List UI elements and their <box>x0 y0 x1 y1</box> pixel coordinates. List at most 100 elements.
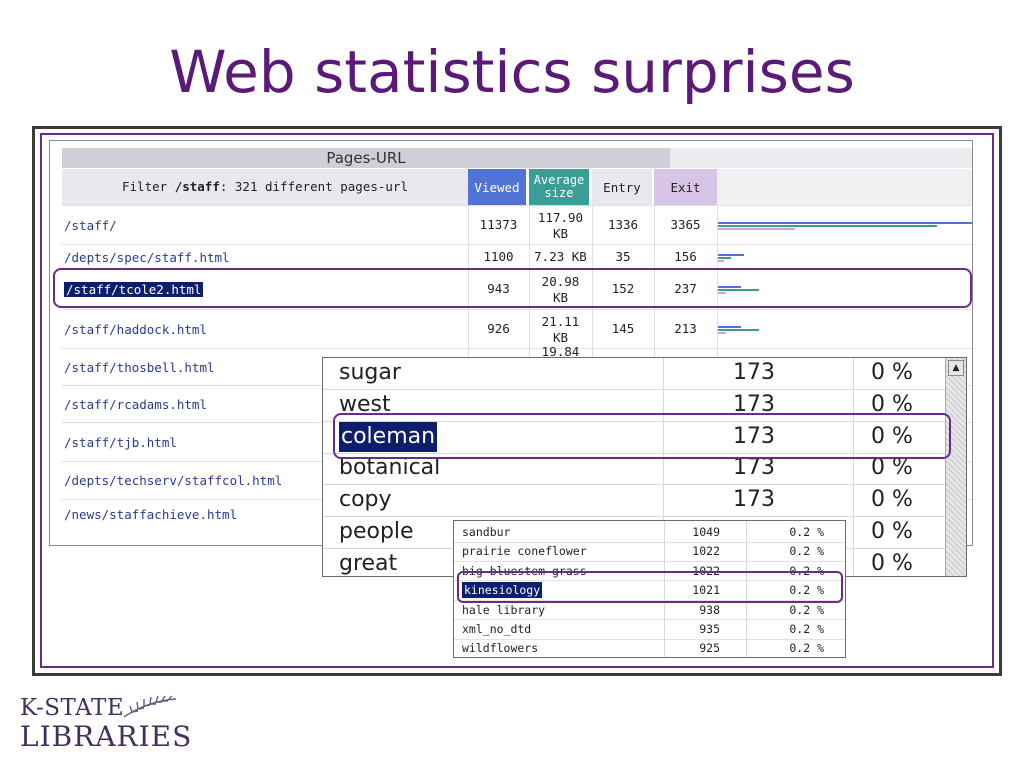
table-divider <box>529 205 530 505</box>
keyword-percent: 0 % <box>871 519 913 544</box>
table-divider <box>853 358 854 576</box>
table-divider <box>468 205 469 505</box>
filter-suffix: : 321 different pages-url <box>219 179 408 194</box>
keyword[interactable]: coleman <box>339 421 438 452</box>
exit-value: 237 <box>674 281 697 296</box>
keywords-large-panel: sugar 173 0 % west 173 0 % coleman 173 0 % botani… <box>322 357 967 577</box>
viewed-bar <box>718 325 741 328</box>
exit-value: 213 <box>674 320 697 336</box>
list-item: prairie coneflower 1022 0.2 % <box>454 542 845 562</box>
entry-value: 152 <box>611 281 635 296</box>
avg-header-line1: Average <box>533 173 585 187</box>
viewed-value: 926 <box>487 320 510 336</box>
list-item: sandbur 1049 0.2 % <box>454 523 845 543</box>
keywords-small-panel: sandbur 1049 0.2 % prairie coneflower 1022 0.… <box>453 520 846 658</box>
exit-bar <box>718 292 726 294</box>
keyword-count: 1021 <box>692 583 720 598</box>
avg-size-bar <box>718 256 731 259</box>
page-url-link[interactable]: /staff/tjb.html <box>64 434 177 450</box>
page-url-link[interactable]: /staff/tcole2.html <box>64 282 204 297</box>
avg-size-value: 21.11 <box>541 313 580 329</box>
column-header-viewed[interactable]: Viewed <box>468 169 526 205</box>
keyword-percent: 0.2 % <box>789 622 824 636</box>
filter-prefix: Filter <box>122 179 175 194</box>
keyword-percent: 0 % <box>871 423 913 449</box>
table-row: /staff/thosbell.html 19.84 <box>62 344 972 385</box>
page-url-link[interactable]: /staff/ <box>64 217 117 233</box>
table-divider <box>664 521 665 657</box>
keyword[interactable]: wildflowers <box>462 641 539 656</box>
viewed-bar <box>718 286 741 288</box>
pages-url-header-blank <box>670 148 972 168</box>
keyword-count: 173 <box>733 391 775 417</box>
table-row: /staff/11373 117.90 KB 1336 3365 <box>62 205 972 244</box>
scroll-up-button[interactable]: ▲ <box>948 360 964 376</box>
keyword-count: 1049 <box>692 525 720 539</box>
keyword-percent: 0 % <box>871 455 913 481</box>
list-item: coleman 173 0 % <box>323 421 945 454</box>
keywords-scrollbar[interactable]: ▲ <box>945 358 966 576</box>
entry-value: 145 <box>611 320 635 336</box>
avg-size-bar <box>718 289 759 291</box>
keyword[interactable]: great <box>339 550 398 576</box>
keyword[interactable]: xml_no_dtd <box>462 622 532 636</box>
list-item: west 173 0 % <box>323 390 945 422</box>
page-url-link[interactable]: /staff/thosbell.html <box>64 359 215 375</box>
keyword-count: 173 <box>733 423 775 449</box>
list-item: big bluestem grass 1022 0.2 % <box>454 562 845 582</box>
keyword-percent: 0.2 % <box>789 525 824 539</box>
page-url-link[interactable]: /news/staffachieve.html <box>64 507 238 522</box>
keyword-percent: 0.2 % <box>789 602 824 617</box>
column-header-entry[interactable]: Entry <box>592 169 652 205</box>
avg-size-unit: KB <box>552 225 569 241</box>
wheat-icon <box>123 695 177 718</box>
table-divider <box>717 205 718 505</box>
keyword-count: 173 <box>733 455 775 481</box>
list-item: botanical 173 0 % <box>323 453 945 486</box>
avg-size-value: 20.98 <box>541 274 580 289</box>
keyword-count: 1022 <box>692 544 720 559</box>
highlight-kinesiology-row <box>457 571 843 603</box>
column-header-average-size[interactable]: Average size <box>529 169 589 205</box>
table-row: /depts/spec/staff.html 1100 7.23 KB 35 156 <box>62 244 972 269</box>
keyword[interactable]: prairie coneflower <box>462 544 587 559</box>
keyword-percent: 0.2 % <box>789 544 824 559</box>
keyword-count: 173 <box>733 487 775 513</box>
keyword[interactable]: people <box>339 519 414 544</box>
list-item: wildflowers 925 0.2 % <box>454 639 845 657</box>
keyword[interactable]: big bluestem grass <box>462 563 587 578</box>
page-url-link[interactable]: /staff/rcadams.html <box>64 396 207 412</box>
logo-line2: LIBRARIES <box>20 720 193 753</box>
pages-url-filter: Filter /staff: 321 different pages-url <box>62 169 468 205</box>
keyword-percent: 0 % <box>871 391 913 417</box>
keyword[interactable]: copy <box>339 487 392 513</box>
keyword[interactable]: west <box>339 391 391 417</box>
viewed-bar <box>718 221 972 224</box>
exit-value: 156 <box>674 248 697 264</box>
logo-line1: K-STATE <box>20 695 125 721</box>
screenshot-frame-inner <box>40 133 994 668</box>
avg-size-bar <box>718 328 759 331</box>
keyword[interactable]: sugar <box>339 360 401 385</box>
viewed-value: 11373 <box>479 216 518 232</box>
avg-header-line2: size <box>544 186 574 200</box>
avg-size-value: 19.84 <box>541 344 580 359</box>
keyword-percent: 0.2 % <box>789 563 824 578</box>
keyword-count: 1022 <box>692 563 720 578</box>
avg-size-unit: KB <box>552 329 569 345</box>
page-url-link[interactable]: /depts/techserv/staffcol.html <box>64 473 283 488</box>
column-header-exit[interactable]: Exit <box>654 169 717 205</box>
table-divider <box>663 358 664 576</box>
keyword[interactable]: sandbur <box>462 525 511 539</box>
keyword-percent: 0.2 % <box>789 641 824 656</box>
table-divider <box>654 205 655 505</box>
keyword[interactable]: botanical <box>339 455 441 481</box>
viewed-value: 1100 <box>483 248 514 264</box>
keyword[interactable]: hale library <box>462 602 546 617</box>
keyword[interactable]: kinesiology <box>462 582 543 599</box>
exit-bar <box>718 227 795 230</box>
kstate-libraries-logo: K-STATE LIBRARIES <box>20 695 193 753</box>
avg-size-value: 7.23 KB <box>534 248 587 264</box>
page-url-link[interactable]: /depts/spec/staff.html <box>64 249 230 265</box>
page-url-link[interactable]: /staff/haddock.html <box>64 321 207 337</box>
